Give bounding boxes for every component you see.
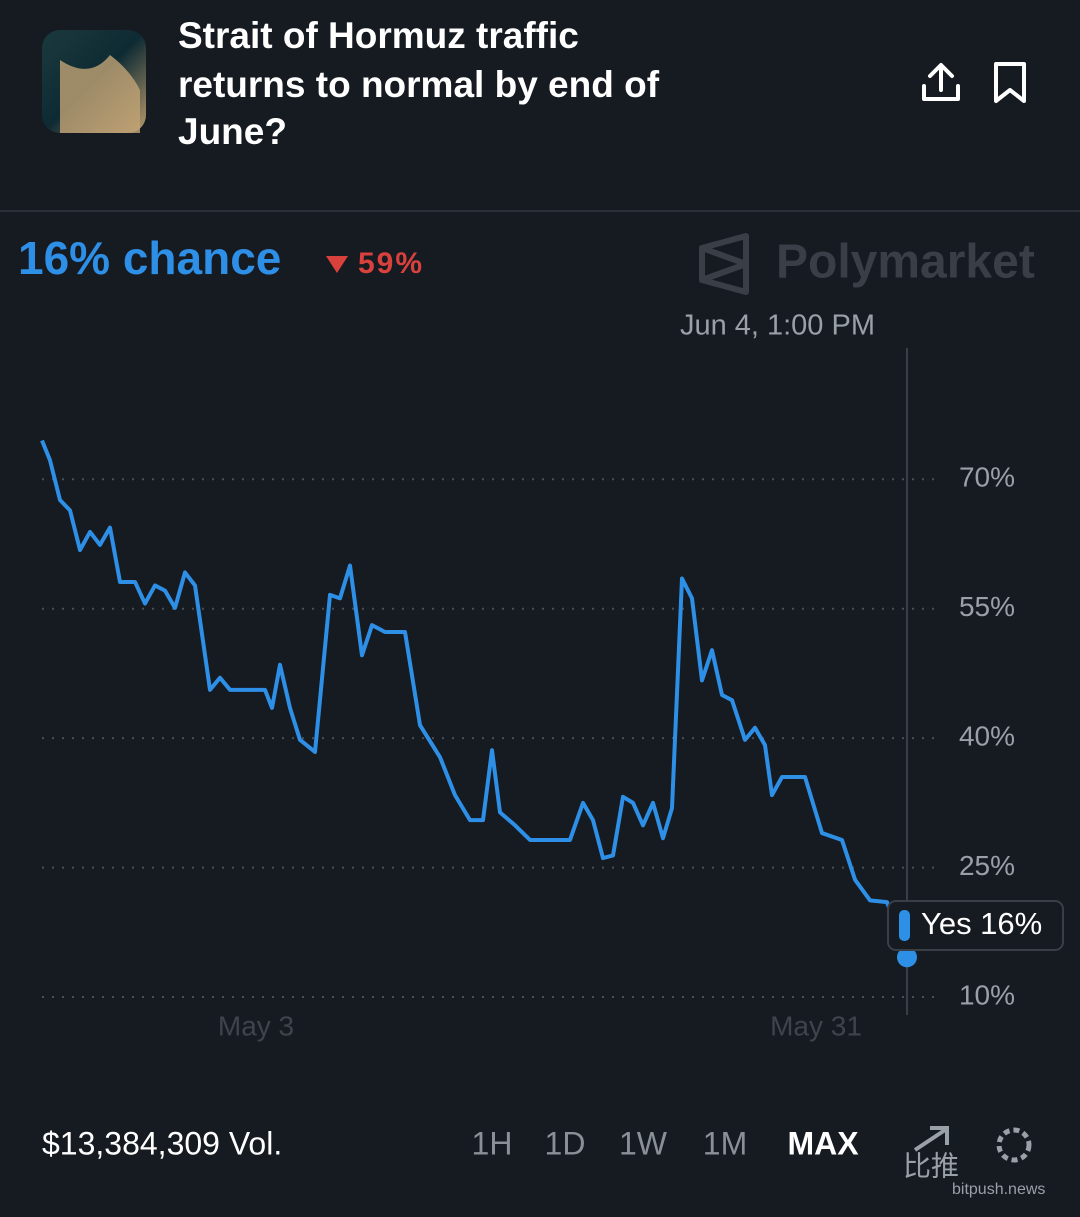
y-tick-label: 55% — [959, 591, 1015, 622]
share-icon[interactable] — [922, 63, 960, 101]
tooltip-box — [887, 900, 1064, 951]
title-line: June? — [178, 111, 287, 152]
y-tick-label: 25% — [959, 850, 1015, 881]
tooltip-swatch — [899, 910, 910, 941]
x-tick-label: May 3 — [218, 1010, 294, 1041]
change: 59% — [358, 247, 424, 280]
brand-logo — [699, 233, 749, 295]
down-arrow — [326, 256, 348, 273]
tooltip: Yes 16% — [921, 906, 1042, 941]
y-tick-label: 40% — [959, 721, 1015, 752]
y-tick-label: 10% — [959, 979, 1015, 1010]
title-line: Strait of Hormuz traffic — [178, 15, 579, 56]
price-line — [40, 439, 909, 958]
x-tick-label: May 31 — [770, 1010, 862, 1041]
range-button[interactable]: MAX — [787, 1125, 859, 1161]
range-button[interactable]: 1H — [472, 1125, 513, 1161]
title-line: returns to normal by end of — [178, 64, 660, 105]
watermark-cn: 比推 — [903, 1150, 959, 1181]
range-button[interactable]: 1D — [545, 1125, 586, 1161]
y-tick-label: 70% — [959, 462, 1015, 493]
end-dot — [897, 947, 917, 968]
watermark-site: bitpush.news — [952, 1181, 1045, 1198]
compare-icon[interactable] — [913, 1126, 949, 1152]
image-land — [60, 55, 140, 133]
bookmark-icon[interactable] — [994, 62, 1026, 103]
hover-time: Jun 4, 1:00 PM — [680, 310, 875, 342]
range-button[interactable]: 1W — [619, 1125, 668, 1161]
brand: Polymarket — [776, 236, 1035, 289]
chance: 16% chance — [18, 232, 281, 284]
settings-icon[interactable] — [996, 1127, 1032, 1163]
range-button[interactable]: 1M — [703, 1125, 747, 1161]
volume: $13,384,309 Vol. — [42, 1125, 282, 1161]
